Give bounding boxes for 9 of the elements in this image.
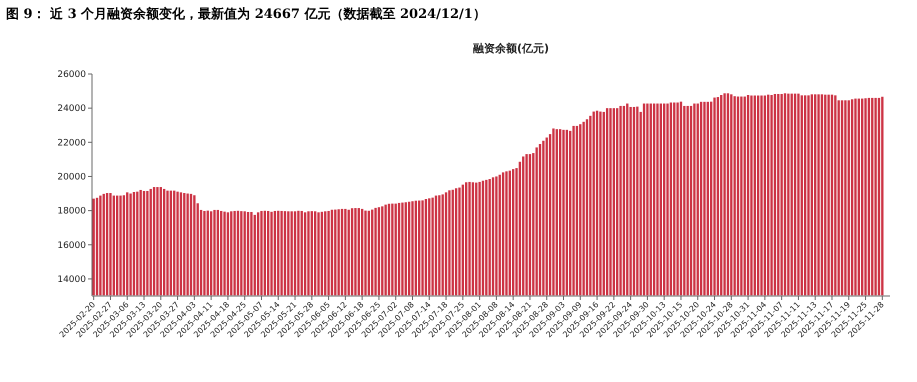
- y-tick-label: 26000: [57, 70, 86, 80]
- caption: 图 9： 近 3 个月融资余额变化，最新值为 24667 亿元（数据截至 2024/12/1）: [6, 6, 486, 22]
- y-tick-label: 20000: [57, 172, 86, 182]
- chart-title: 融资余额(亿元): [472, 42, 550, 55]
- y-tick-label: 18000: [57, 206, 86, 217]
- y-tick-label: 16000: [57, 240, 86, 251]
- y-tick-label: 22000: [57, 138, 86, 148]
- y-tick-label: 14000: [57, 274, 86, 285]
- y-tick-label: 24000: [57, 104, 86, 114]
